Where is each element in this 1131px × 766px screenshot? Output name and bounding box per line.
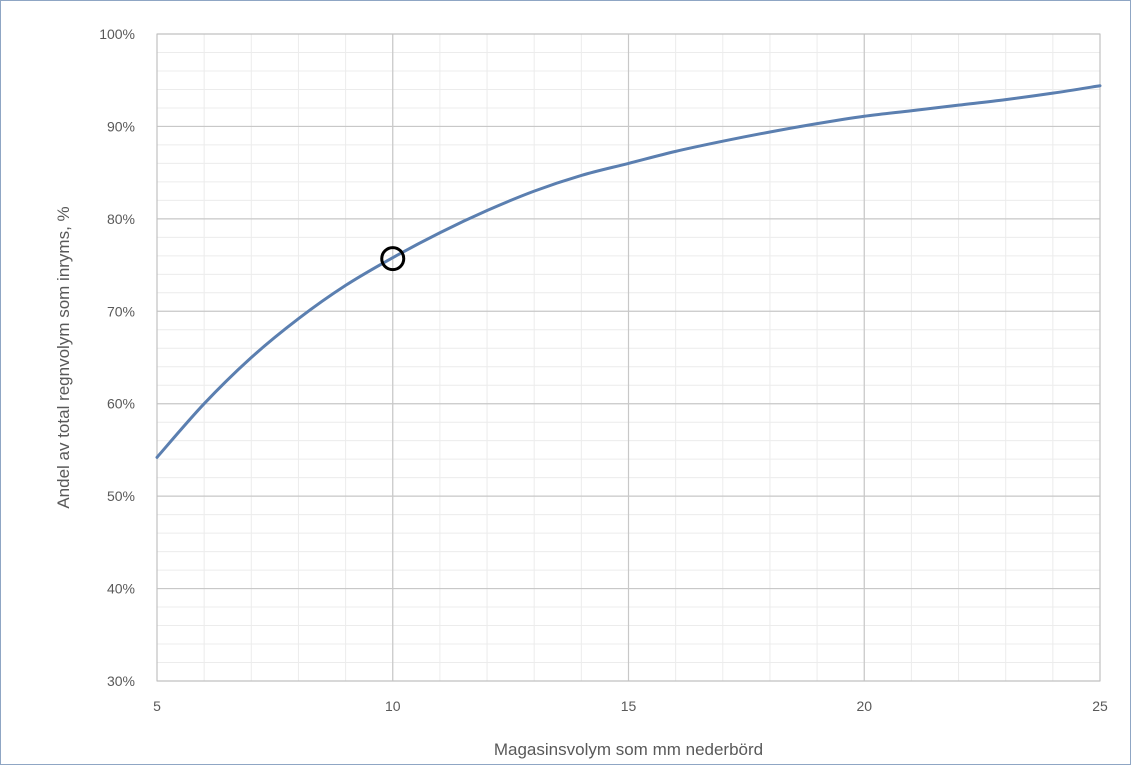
x-tick-label: 10 (385, 698, 401, 714)
plot-area-border (156, 33, 1101, 682)
y-tick-label: 90% (107, 118, 135, 134)
y-axis-title: Andel av total regnvolym som inryms, % (54, 206, 73, 508)
y-tick-label: 40% (107, 581, 135, 597)
x-axis-ticks: 5 10 15 20 25 (153, 698, 1108, 714)
x-axis-title: Magasinsvolym som mm nederbörd (494, 740, 763, 759)
y-tick-label: 80% (107, 211, 135, 227)
highlight-circle-marker (380, 246, 406, 272)
annotation-layer (380, 246, 406, 272)
x-tick-label: 20 (856, 698, 872, 714)
x-tick-label: 15 (621, 698, 637, 714)
series-line (155, 84, 1102, 459)
y-tick-label: 60% (107, 396, 135, 412)
y-tick-label: 30% (107, 673, 135, 689)
y-tick-label: 100% (99, 26, 135, 42)
y-axis-ticks: 30% 40% 50% 60% 70% 80% 90% 100% (99, 26, 135, 689)
x-tick-label: 25 (1092, 698, 1108, 714)
x-tick-label: 5 (153, 698, 161, 714)
y-tick-label: 50% (107, 488, 135, 504)
y-tick-label: 70% (107, 303, 135, 319)
series-layer (155, 84, 1102, 459)
